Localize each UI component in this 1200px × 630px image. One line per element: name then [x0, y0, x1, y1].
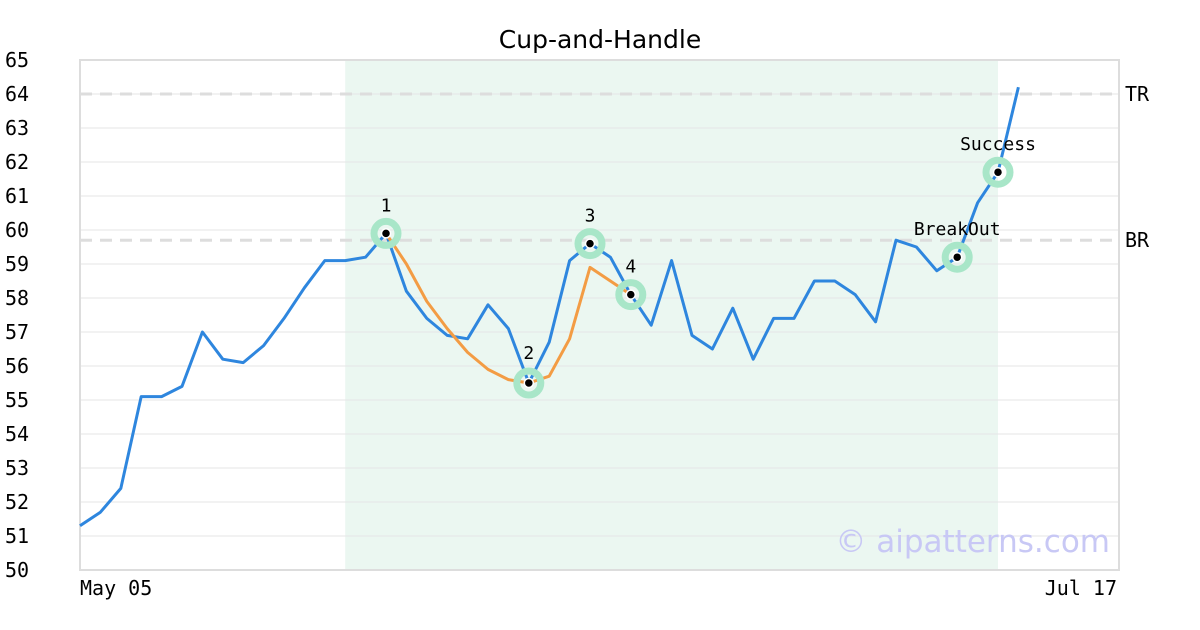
watermark-text: © aipatterns.com — [835, 524, 1110, 560]
layer-series — [79, 86, 1020, 528]
point-halo — [574, 228, 606, 260]
pattern-highlight-region — [345, 60, 998, 570]
y-tick-label: 53 — [5, 456, 29, 480]
point-marker — [951, 251, 963, 263]
y-tick-label: 57 — [5, 320, 29, 344]
point-marker — [380, 228, 392, 239]
cup-pattern-curve — [384, 232, 632, 385]
y-tick-label: 62 — [5, 150, 29, 174]
y-tick-label: 61 — [5, 184, 29, 208]
x-tick-label: May 05 — [80, 576, 152, 600]
layer-reference-lines — [80, 92, 1119, 242]
layer-background — [345, 60, 998, 570]
y-tick-label: 51 — [5, 524, 29, 548]
point-halo — [615, 279, 647, 311]
x-tick-label: Jul 17 — [1045, 576, 1117, 600]
reference-line-label: TR — [1125, 82, 1150, 106]
point-marker — [584, 238, 596, 249]
point-marker — [992, 166, 1004, 178]
chart-title: Cup-and-Handle — [499, 25, 701, 54]
y-tick-label: 64 — [5, 82, 29, 106]
layer-text: 50 51 52 53 54 55 56 57 58 59 60 61 62 63 64 65 May 05 Ju… — [5, 48, 1150, 600]
point-label: Success — [960, 134, 1036, 155]
point-marker — [625, 289, 637, 300]
y-tick-label: 65 — [5, 48, 29, 72]
point-marker — [523, 377, 535, 389]
layer-grid — [80, 59, 1119, 571]
y-tick-label: 56 — [5, 354, 29, 378]
point-halo — [941, 241, 973, 273]
point-halo — [982, 156, 1014, 188]
point-label: 3 — [585, 206, 596, 227]
point-label: BreakOut — [914, 219, 1001, 240]
y-tick-label: 59 — [5, 252, 29, 276]
y-tick-label: 58 — [5, 286, 29, 310]
point-halo — [370, 217, 402, 249]
y-tick-label: 50 — [5, 558, 29, 582]
y-tick-label: 60 — [5, 218, 29, 242]
y-tick-label: 54 — [5, 422, 29, 446]
y-tick-label: 55 — [5, 388, 29, 412]
point-label: 4 — [625, 257, 636, 278]
point-label: 2 — [523, 343, 534, 364]
point-halo — [513, 367, 545, 399]
price-series-line — [79, 86, 1020, 528]
plot-frame — [79, 59, 1120, 571]
point-label: 1 — [381, 195, 392, 216]
y-tick-label: 63 — [5, 116, 29, 140]
reference-line-label: BR — [1125, 228, 1150, 252]
layer-points — [370, 156, 1014, 399]
y-tick-label: 52 — [5, 490, 29, 514]
